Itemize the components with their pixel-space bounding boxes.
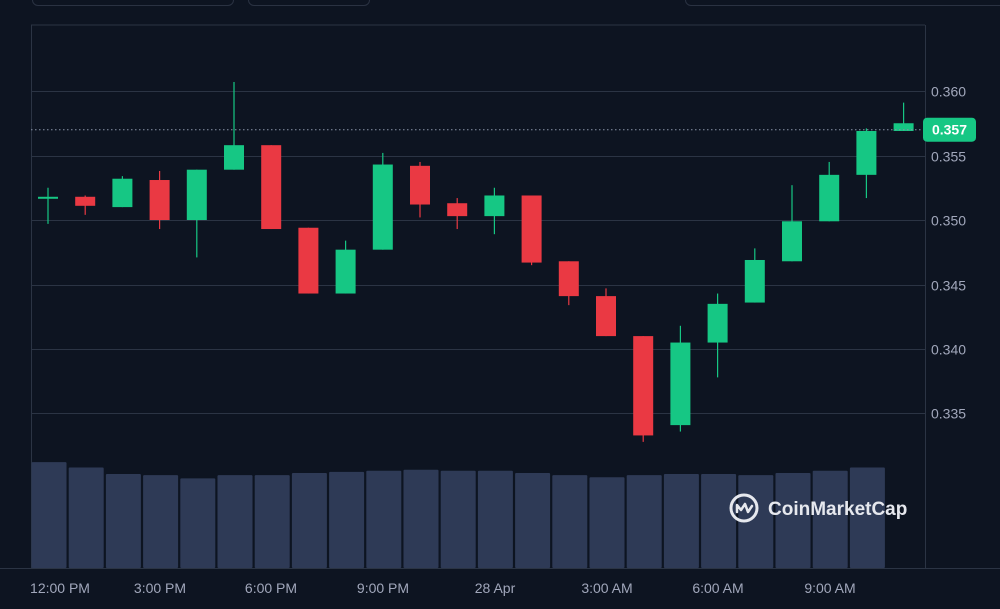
- candle-up: [782, 185, 802, 262]
- x-tick-label: 28 Apr: [475, 580, 516, 596]
- coinmarketcap-watermark: CoinMarketCap: [729, 493, 907, 523]
- y-tick-label: 0.345: [931, 278, 966, 294]
- volume-bar: [552, 475, 588, 568]
- x-tick-label: 3:00 AM: [581, 580, 632, 596]
- candle-up: [224, 81, 244, 170]
- candle-body: [670, 342, 691, 426]
- candle-up: [819, 161, 840, 222]
- candle-body: [224, 145, 244, 170]
- candle-down: [521, 195, 542, 266]
- candle-body: [38, 196, 58, 199]
- x-tick-label: 9:00 AM: [804, 580, 855, 596]
- candle-body: [633, 336, 654, 436]
- candle-up: [186, 169, 207, 258]
- y-tick-label: 0.355: [931, 149, 966, 165]
- volume-bar: [105, 474, 141, 568]
- volume-bar: [849, 467, 885, 568]
- candle-down: [633, 336, 654, 442]
- candle-up: [112, 176, 133, 208]
- candle-up: [670, 325, 691, 432]
- candle-up: [744, 248, 765, 303]
- watermark-text: CoinMarketCap: [768, 499, 907, 520]
- x-tick-label: 9:00 PM: [357, 580, 409, 596]
- candle-body: [186, 169, 207, 220]
- volume-bar: [701, 474, 737, 568]
- candle-body: [558, 261, 579, 297]
- volume-bar: [403, 469, 439, 568]
- candle-body: [298, 227, 319, 294]
- volume-bar: [738, 475, 774, 568]
- candle-body: [261, 145, 282, 230]
- y-tick-label: 0.335: [931, 406, 966, 422]
- candle-down: [410, 161, 430, 218]
- volume-bar: [366, 470, 402, 568]
- candle-up: [372, 152, 393, 250]
- candle-down: [558, 261, 579, 306]
- volume-bar: [515, 472, 551, 568]
- candle-down: [596, 288, 616, 337]
- top-tab-3[interactable]: [685, 0, 1000, 6]
- y-tick-label: 0.360: [931, 84, 966, 100]
- volume-bar: [329, 471, 365, 568]
- candle-body: [335, 249, 356, 294]
- volume-bar: [217, 475, 253, 568]
- volume-bar: [812, 470, 848, 568]
- y-tick-label: 0.340: [931, 342, 966, 358]
- volume-bar: [254, 475, 290, 568]
- x-tick-label: 12:00 PM: [30, 580, 90, 596]
- candle-body: [372, 164, 393, 250]
- volume-bar: [180, 478, 216, 568]
- volume-bar: [68, 467, 104, 568]
- candle-body: [75, 196, 96, 206]
- candle-up: [38, 187, 58, 224]
- x-tick-label: 6:00 PM: [245, 580, 297, 596]
- top-tab-1[interactable]: [32, 0, 234, 6]
- candle-body: [447, 203, 468, 217]
- candle-body: [707, 303, 728, 343]
- x-tick-label: 3:00 PM: [134, 580, 186, 596]
- candle-body: [856, 130, 877, 175]
- candle-up: [893, 102, 914, 131]
- candle-body: [782, 221, 802, 262]
- y-tick-label: 0.350: [931, 213, 966, 229]
- volume-bar: [31, 462, 67, 568]
- volume-bar: [589, 477, 625, 568]
- candle-body: [744, 259, 765, 303]
- volume-bar: [440, 470, 476, 568]
- current-price-label: 0.357: [932, 122, 967, 138]
- x-tick-label: 6:00 AM: [692, 580, 743, 596]
- candle-body: [521, 195, 542, 263]
- candle-down: [261, 145, 282, 230]
- candle-body: [149, 180, 170, 220]
- candle-body: [112, 178, 133, 208]
- candle-body: [819, 174, 840, 222]
- candle-down: [447, 198, 468, 230]
- coinmarketcap-logo-icon: [729, 493, 759, 523]
- volume-bar: [477, 470, 513, 568]
- candle-up: [856, 128, 877, 199]
- candle-down: [75, 195, 96, 215]
- candle-body: [596, 296, 616, 337]
- candle-body: [410, 165, 430, 205]
- volume-bar: [663, 474, 699, 568]
- candle-up: [707, 293, 728, 378]
- volume-bar: [143, 475, 179, 568]
- candle-down: [298, 227, 319, 294]
- candle-up: [484, 187, 505, 235]
- volume-bar: [775, 472, 811, 568]
- top-tab-2[interactable]: [248, 0, 370, 6]
- candle-body: [893, 123, 914, 131]
- candle-body: [484, 195, 505, 217]
- candle-up: [335, 240, 356, 294]
- current-price-tag: [923, 117, 976, 142]
- volume-bar: [291, 472, 327, 568]
- candle-down: [149, 170, 170, 230]
- volume-bar: [626, 475, 662, 568]
